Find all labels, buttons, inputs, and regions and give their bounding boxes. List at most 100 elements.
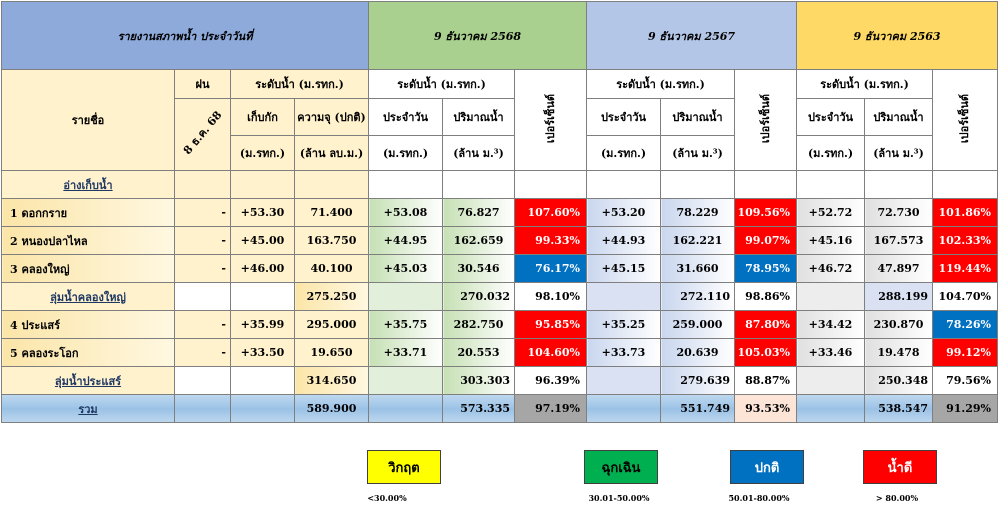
row-storage: +33.50 (230, 338, 295, 367)
total-p2-percent: 93.53% (734, 394, 798, 423)
subtotal-p3-percent: 104.70% (932, 282, 999, 311)
subtotal-capacity: 275.250 (293, 282, 370, 311)
header-capacity-unit: (ล้าน ลบ.ม.) (293, 135, 370, 171)
p1-volume: 30.546 (442, 254, 516, 283)
row-capacity: 19.650 (293, 338, 370, 367)
header-volume-unit-p3: (ล้าน ม.³) (864, 135, 934, 171)
subtotal-p3-volume: 250.348 (864, 366, 934, 395)
header-level-group: ระดับน้ำ (ม.รทก.) (229, 69, 370, 99)
header-rain: ฝน (174, 69, 231, 99)
table-row: 3 คลองใหญ่ - +46.00 40.100 +45.03 30.546… (1, 254, 999, 283)
total-p1-percent: 97.19% (514, 394, 588, 423)
row-rain: - (174, 226, 231, 255)
p3-level: +34.42 (796, 310, 866, 339)
row-storage: +46.00 (230, 254, 295, 283)
subtotal-p1-percent: 96.39% (514, 366, 588, 395)
legend-critical: วิกฤต (367, 450, 441, 484)
row-capacity: 295.000 (293, 310, 370, 339)
p2-percent: 99.07% (734, 226, 798, 255)
total-row: รวม 589.900 573.335 97.19% 551.749 93.53… (1, 394, 999, 423)
header-level-group-p1: ระดับน้ำ (ม.รทก.) (368, 69, 516, 99)
legend-emergency: ฉุกเฉิน (584, 450, 658, 484)
p2-percent: 78.95% (734, 254, 798, 283)
p1-level: +33.71 (368, 338, 444, 367)
table-row: 1 ดอกกราย - +53.30 71.400 +53.08 76.827 … (1, 198, 999, 227)
row-capacity: 40.100 (293, 254, 370, 283)
subtotal-row-prasae: ลุ่มน้ำประแสร์ 314.650 303.303 96.39% 27… (1, 366, 999, 395)
report-title: รายงานสภาพน้ำ ประจำวันที่ (0, 1, 370, 70)
header-percent-p2: เปอร์เซ็นต์ (734, 69, 798, 171)
p1-level: +45.03 (368, 254, 444, 283)
p3-volume: 19.478 (864, 338, 934, 367)
p3-percent: 119.44% (932, 254, 999, 283)
p2-volume: 20.639 (660, 338, 736, 367)
subtotal-p3-volume: 288.199 (864, 282, 934, 311)
subtotal-p2-volume: 279.639 (660, 366, 736, 395)
header-capacity: ความจุ (ปกติ) (293, 98, 370, 136)
p3-percent: 101.86% (932, 198, 999, 227)
p1-volume: 282.750 (442, 310, 516, 339)
p1-volume: 162.659 (442, 226, 516, 255)
header-level-group-p3: ระดับน้ำ (ม.รทก.) (796, 69, 934, 99)
legend-critical-range: <30.00% (367, 493, 407, 503)
table-row: 4 ประแสร์ - +35.99 295.000 +35.75 282.75… (1, 310, 999, 339)
p2-volume: 162.221 (660, 226, 736, 255)
p1-percent: 107.60% (514, 198, 588, 227)
p3-volume: 167.573 (864, 226, 934, 255)
p1-percent: 95.85% (514, 310, 588, 339)
header-percent-p1: เปอร์เซ็นต์ (514, 69, 588, 171)
water-report-table: รายงานสภาพน้ำ ประจำวันที่ 9 ธันวาคม 2568… (0, 1, 999, 423)
subtotal-p2-percent: 98.86% (734, 282, 798, 311)
subtotal-p2-percent: 88.87% (734, 366, 798, 395)
header-daily-unit-p3: (ม.รทก.) (796, 135, 866, 171)
section-reservoir-label: อ่างเก็บน้ำ (1, 170, 175, 199)
header-daily-unit-p1: (ม.รทก.) (368, 135, 444, 171)
total-p2-volume: 551.749 (660, 394, 736, 423)
header-percent-p3: เปอร์เซ็นต์ (932, 69, 999, 171)
header-level-group-p2: ระดับน้ำ (ม.รทก.) (586, 69, 736, 99)
subtotal-capacity: 314.650 (293, 366, 370, 395)
p2-level: +53.20 (586, 198, 662, 227)
p1-volume: 20.553 (442, 338, 516, 367)
row-name: 1 ดอกกราย (1, 198, 175, 227)
subtotal-p3-percent: 79.56% (932, 366, 999, 395)
p3-level: +46.72 (796, 254, 866, 283)
p2-level: +45.15 (586, 254, 662, 283)
legend-normal-range: 50.01-80.00% (728, 493, 790, 503)
header-rain-date: 8 ธ.ค. 68 (174, 98, 231, 171)
row-rain: - (174, 310, 231, 339)
legend-good: น้ำดี (863, 450, 937, 484)
legend-normal: ปกติ (730, 450, 804, 484)
row-storage: +35.99 (230, 310, 295, 339)
header-storage-unit: (ม.รทก.) (230, 135, 295, 171)
total-name: รวม (1, 394, 175, 423)
p3-percent: 99.12% (932, 338, 999, 367)
p2-percent: 105.03% (734, 338, 798, 367)
row-rain: - (174, 198, 231, 227)
row-rain: - (174, 338, 231, 367)
p3-level: +52.72 (796, 198, 866, 227)
row-capacity: 71.400 (293, 198, 370, 227)
p2-level: +33.73 (586, 338, 662, 367)
p3-level: +45.16 (796, 226, 866, 255)
header-name: รายชื่อ (1, 69, 175, 171)
p3-percent: 78.26% (932, 310, 999, 339)
p3-percent: 102.33% (932, 226, 999, 255)
row-capacity: 163.750 (293, 226, 370, 255)
row-name: 3 คลองใหญ่ (1, 254, 175, 283)
row-name: 4 ประแสร์ (1, 310, 175, 339)
legend-emergency-range: 30.01-50.00% (588, 493, 650, 503)
header-volume-p3: ปริมาณน้ำ (864, 98, 934, 136)
p1-percent: 99.33% (514, 226, 588, 255)
p1-level: +44.95 (368, 226, 444, 255)
subtotal-name: ลุ่มน้ำประแสร์ (1, 366, 175, 395)
p3-volume: 72.730 (864, 198, 934, 227)
p2-level: +44.93 (586, 226, 662, 255)
row-name: 5 คลองระโอก (1, 338, 175, 367)
header-volume-unit-p2: (ล้าน ม.³) (660, 135, 736, 171)
p1-level: +53.08 (368, 198, 444, 227)
subtotal-p1-volume: 270.032 (442, 282, 516, 311)
p3-level: +33.46 (796, 338, 866, 367)
table-row: 2 หนองปลาไหล - +45.00 163.750 +44.95 162… (1, 226, 999, 255)
